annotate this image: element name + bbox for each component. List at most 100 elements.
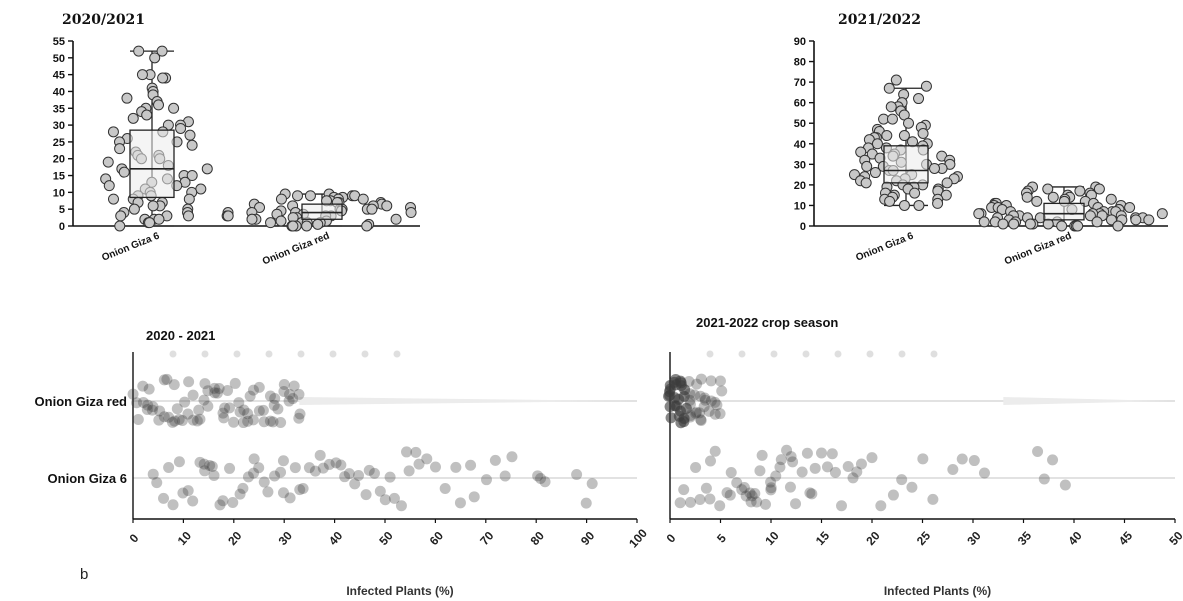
data-point	[395, 500, 407, 512]
data-point	[1038, 473, 1050, 485]
data-point	[289, 462, 301, 474]
x-tick-label: 5	[714, 531, 729, 546]
data-point	[107, 126, 119, 138]
data-point	[258, 476, 270, 488]
data-point	[219, 402, 231, 414]
data-point	[253, 381, 265, 393]
data-point	[128, 203, 140, 215]
data-point	[1008, 218, 1020, 230]
data-point	[143, 383, 155, 395]
data-point	[745, 496, 757, 508]
x-tick-label: 15	[813, 528, 833, 548]
data-point	[173, 456, 185, 468]
data-point	[287, 393, 299, 405]
data-point	[297, 483, 309, 495]
data-point	[146, 404, 158, 416]
data-point	[450, 461, 462, 473]
y-tick-label: 60	[794, 98, 806, 110]
data-point	[586, 478, 598, 490]
data-point	[1093, 183, 1105, 195]
data-point	[301, 220, 313, 232]
data-point	[227, 497, 239, 509]
stripplot-panel-1: 2020 - 2021 0 10 20 30 40 50 60 70 80 90 100 Infecte…	[35, 328, 651, 598]
y-tick-label: 45	[53, 70, 65, 82]
data-point	[198, 394, 210, 406]
x-tick-label: 20	[863, 528, 883, 548]
data-point	[267, 416, 279, 428]
y-tick-label: 50	[794, 118, 806, 130]
data-point	[158, 374, 170, 386]
x-tick-label: 0	[664, 531, 679, 546]
data-point	[103, 180, 115, 192]
data-point	[909, 187, 921, 199]
data-point	[349, 478, 361, 490]
data-point	[186, 139, 198, 151]
data-point	[223, 402, 235, 414]
data-point	[284, 388, 296, 400]
data-point	[360, 489, 372, 501]
data-point	[186, 170, 198, 182]
data-point	[168, 102, 180, 114]
y-tick-label: 5	[59, 204, 65, 216]
data-point	[277, 455, 289, 467]
data-point	[684, 394, 696, 406]
data-point	[187, 414, 199, 426]
data-point	[1105, 193, 1117, 205]
box-iqr	[301, 203, 343, 220]
data-point	[158, 492, 170, 504]
data-point	[1047, 191, 1059, 203]
data-point	[532, 470, 544, 482]
data-point	[913, 199, 925, 211]
data-point	[204, 460, 216, 472]
faint-point	[738, 350, 746, 358]
data-point	[182, 408, 194, 420]
data-point	[153, 213, 165, 225]
data-point	[154, 405, 166, 417]
faint-point	[802, 350, 810, 358]
data-point	[997, 218, 1009, 230]
data-point	[403, 465, 415, 477]
data-point	[829, 466, 841, 478]
data-point	[869, 167, 881, 179]
data-point	[704, 455, 716, 467]
data-point	[242, 408, 254, 420]
data-point	[234, 488, 246, 500]
data-point	[429, 461, 441, 473]
data-point	[242, 471, 254, 483]
x-tick-label: 0	[127, 531, 142, 546]
x-tick-label: 30	[276, 528, 296, 548]
data-point	[714, 408, 726, 420]
data-point	[127, 112, 139, 124]
data-point	[133, 45, 145, 57]
y-tick-label: 55	[53, 36, 65, 48]
series-2	[674, 444, 1071, 512]
data-point	[118, 166, 130, 178]
data-point	[199, 378, 211, 390]
data-point	[153, 414, 165, 426]
faint-point	[201, 350, 209, 358]
data-point	[183, 193, 195, 205]
y-tick-label: 25	[53, 137, 65, 149]
data-point	[187, 495, 199, 507]
x-tick-label: 60	[427, 528, 447, 548]
data-point	[156, 45, 168, 57]
data-point	[211, 387, 223, 399]
data-point	[499, 470, 511, 482]
data-point	[1112, 220, 1124, 232]
box-iqr	[129, 129, 175, 199]
box-1: Onion Giza 6	[100, 45, 213, 264]
data-point	[410, 446, 422, 458]
data-point	[388, 492, 400, 504]
data-point	[927, 493, 939, 505]
data-point	[214, 499, 226, 511]
data-point	[826, 448, 838, 460]
data-point	[374, 485, 386, 497]
data-point	[724, 489, 736, 501]
data-point	[335, 459, 347, 471]
data-point	[233, 397, 245, 409]
data-point	[913, 93, 925, 105]
data-point	[272, 403, 284, 415]
data-point	[506, 451, 518, 463]
data-point	[147, 468, 159, 480]
data-point	[903, 117, 915, 129]
